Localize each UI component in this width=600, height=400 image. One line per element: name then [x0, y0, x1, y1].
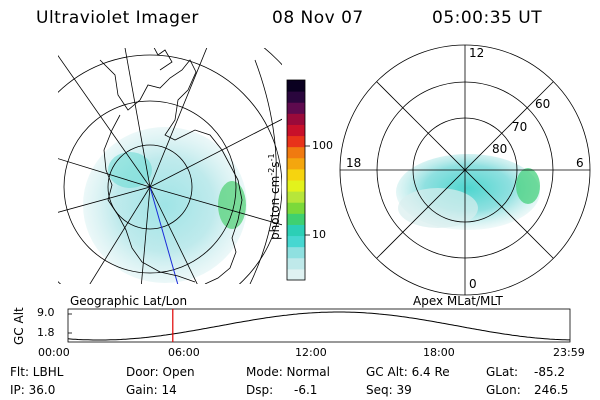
- polar-map: [339, 44, 591, 296]
- info-seq: Seq: 39: [366, 383, 412, 397]
- colorbar-segment: [287, 124, 305, 137]
- mlt-label-12: 12: [469, 46, 485, 60]
- meridian-lines: [58, 48, 282, 284]
- mlat-label-60: 60: [535, 97, 551, 111]
- colorbar-segment: [287, 213, 305, 225]
- colorbar-segment: [287, 235, 305, 248]
- geo-panel-label: Geographic Lat/Lon: [70, 294, 188, 308]
- colorbar-segment: [287, 180, 305, 192]
- altitude-ytick-1.8: 1.8: [37, 326, 55, 339]
- colorbar-segment: [287, 191, 305, 203]
- aurora-hotspot-geo: [218, 181, 246, 229]
- lat-circle: [58, 54, 282, 284]
- colorbar-label-10: 10: [312, 228, 326, 241]
- time-label: 05:00:35 UT: [432, 8, 543, 28]
- colorbar-segment: [287, 246, 305, 259]
- coastline: [99, 48, 243, 284]
- colorbar-segment: [287, 80, 305, 92]
- colorbar-segment: [287, 113, 305, 125]
- info-door: Door: Open: [126, 365, 195, 379]
- xtick-0600: 06:00: [168, 346, 200, 359]
- info-dsp-value: -6.1: [294, 383, 318, 397]
- colorbar-segment: [287, 168, 305, 181]
- colorbar-label-100: 100: [312, 139, 333, 152]
- mlat-label-70: 70: [512, 120, 528, 134]
- altitude-frame: [67, 308, 571, 343]
- blue-meridian: [149, 186, 179, 284]
- info-flt: Flt: LBHL: [10, 365, 64, 379]
- colorbar-segment: [287, 146, 305, 159]
- altitude-ytick-9: 9.0: [37, 306, 55, 319]
- colorbar-segment: [287, 257, 305, 270]
- info-ip: IP: 36.0: [10, 383, 56, 397]
- altitude-strip: [67, 308, 571, 343]
- info-dsp-label: Dsp:: [246, 383, 274, 397]
- colorbar-segment: [287, 224, 305, 237]
- instrument-title: Ultraviolet Imager: [36, 8, 199, 28]
- info-gc-alt: GC Alt: 6.4 Re: [366, 365, 450, 379]
- mlt-label-18: 18: [346, 156, 362, 170]
- colorbar-units: photon cm-2s-1: [267, 153, 282, 240]
- altitude-curve: [67, 311, 570, 341]
- lat-circle: [63, 100, 237, 274]
- mlt-label-6: 6: [576, 156, 584, 170]
- colorbar-segment: [287, 135, 305, 148]
- earth-limb: [249, 59, 277, 284]
- info-glon-label: GLon:: [486, 383, 521, 397]
- xtick-0000: 00:00: [38, 346, 70, 359]
- info-glon-value: 246.5: [534, 383, 569, 397]
- xtick-1800: 18:00: [423, 346, 455, 359]
- mlat-label-80: 80: [492, 142, 508, 156]
- altitude-ylabel: GC Alt: [12, 307, 26, 345]
- mlt-label-0: 0: [469, 277, 477, 291]
- info-gain: Gain: 14: [126, 383, 177, 397]
- colorbar-segment: [287, 202, 305, 214]
- geographic-map: [58, 48, 282, 284]
- xtick-2359: 23:59: [553, 346, 585, 359]
- xtick-1200: 12:00: [295, 346, 327, 359]
- date-label: 08 Nov 07: [272, 8, 364, 28]
- polar-panel-label: Apex MLat/MLT: [413, 294, 503, 308]
- colorbar-segment: [287, 102, 305, 114]
- mlt-line-diag: [376, 81, 554, 259]
- colorbar-segment: [287, 91, 305, 103]
- colorbar-segment: [287, 268, 305, 281]
- aurora-hotspot-polar: [516, 168, 540, 204]
- info-mode: Mode: Normal: [246, 365, 330, 379]
- lat-circle: [107, 144, 193, 230]
- colorbar-frame: [286, 79, 306, 281]
- info-glat-value: -85.2: [534, 365, 566, 379]
- colorbar: [287, 80, 305, 281]
- info-glat-label: GLat:: [486, 365, 519, 379]
- colorbar-segment: [287, 157, 305, 170]
